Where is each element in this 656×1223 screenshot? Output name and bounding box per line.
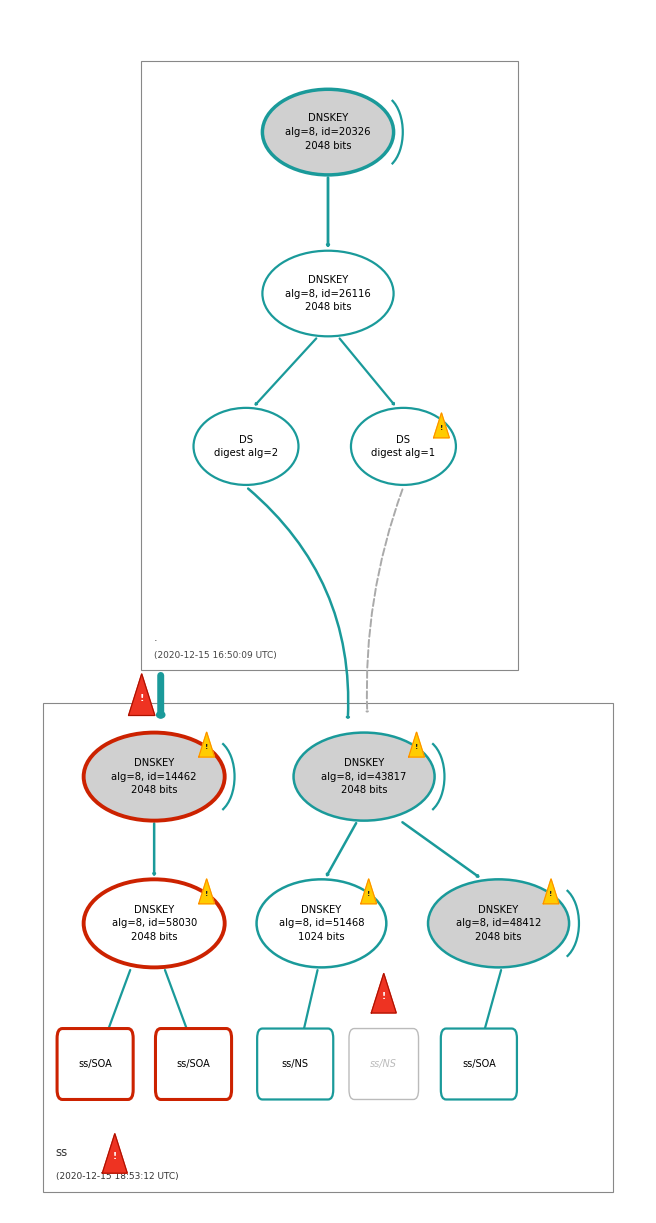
Polygon shape (129, 674, 155, 715)
Text: !: ! (415, 744, 418, 750)
Text: ss: ss (56, 1146, 68, 1158)
Text: !: ! (140, 693, 144, 703)
FancyBboxPatch shape (349, 1029, 419, 1099)
Text: (2020-12-15 18:53:12 UTC): (2020-12-15 18:53:12 UTC) (56, 1172, 178, 1181)
Text: ss/NS: ss/NS (370, 1059, 398, 1069)
Text: !: ! (113, 1152, 117, 1162)
FancyBboxPatch shape (141, 61, 518, 670)
FancyBboxPatch shape (57, 1029, 133, 1099)
Text: ss/SOA: ss/SOA (78, 1059, 112, 1069)
FancyBboxPatch shape (257, 1029, 333, 1099)
Polygon shape (361, 879, 377, 904)
Polygon shape (434, 413, 449, 438)
Text: DNSKEY
alg=8, id=14462
2048 bits: DNSKEY alg=8, id=14462 2048 bits (112, 758, 197, 795)
Text: !: ! (440, 424, 443, 430)
Ellipse shape (84, 879, 225, 967)
FancyBboxPatch shape (43, 703, 613, 1192)
Text: DNSKEY
alg=8, id=43817
2048 bits: DNSKEY alg=8, id=43817 2048 bits (321, 758, 407, 795)
Text: .: . (154, 632, 158, 643)
Polygon shape (409, 733, 424, 757)
Text: ss/SOA: ss/SOA (176, 1059, 211, 1069)
Ellipse shape (262, 251, 394, 336)
Text: DS
digest alg=2: DS digest alg=2 (214, 434, 278, 459)
Text: ss/NS: ss/NS (281, 1059, 309, 1069)
Text: !: ! (382, 992, 386, 1002)
FancyBboxPatch shape (155, 1029, 232, 1099)
Ellipse shape (256, 879, 386, 967)
Text: DNSKEY
alg=8, id=58030
2048 bits: DNSKEY alg=8, id=58030 2048 bits (112, 905, 197, 942)
Ellipse shape (84, 733, 225, 821)
Text: !: ! (205, 744, 208, 750)
FancyBboxPatch shape (441, 1029, 517, 1099)
Text: DNSKEY
alg=8, id=51468
1024 bits: DNSKEY alg=8, id=51468 1024 bits (279, 905, 364, 942)
Polygon shape (199, 733, 215, 757)
Text: DNSKEY
alg=8, id=48412
2048 bits: DNSKEY alg=8, id=48412 2048 bits (456, 905, 541, 942)
Ellipse shape (262, 89, 394, 175)
Text: DNSKEY
alg=8, id=26116
2048 bits: DNSKEY alg=8, id=26116 2048 bits (285, 275, 371, 312)
Text: !: ! (205, 890, 208, 896)
Ellipse shape (428, 879, 569, 967)
Polygon shape (543, 879, 559, 904)
Polygon shape (371, 974, 396, 1013)
Polygon shape (199, 879, 215, 904)
Text: (2020-12-15 16:50:09 UTC): (2020-12-15 16:50:09 UTC) (154, 651, 277, 660)
Text: !: ! (367, 890, 370, 896)
Ellipse shape (194, 408, 298, 484)
Text: !: ! (550, 890, 552, 896)
Polygon shape (102, 1134, 127, 1173)
Ellipse shape (351, 408, 456, 484)
Ellipse shape (294, 733, 435, 821)
Text: DNSKEY
alg=8, id=20326
2048 bits: DNSKEY alg=8, id=20326 2048 bits (285, 114, 371, 150)
Text: ss/SOA: ss/SOA (462, 1059, 496, 1069)
Text: DS
digest alg=1: DS digest alg=1 (371, 434, 436, 459)
